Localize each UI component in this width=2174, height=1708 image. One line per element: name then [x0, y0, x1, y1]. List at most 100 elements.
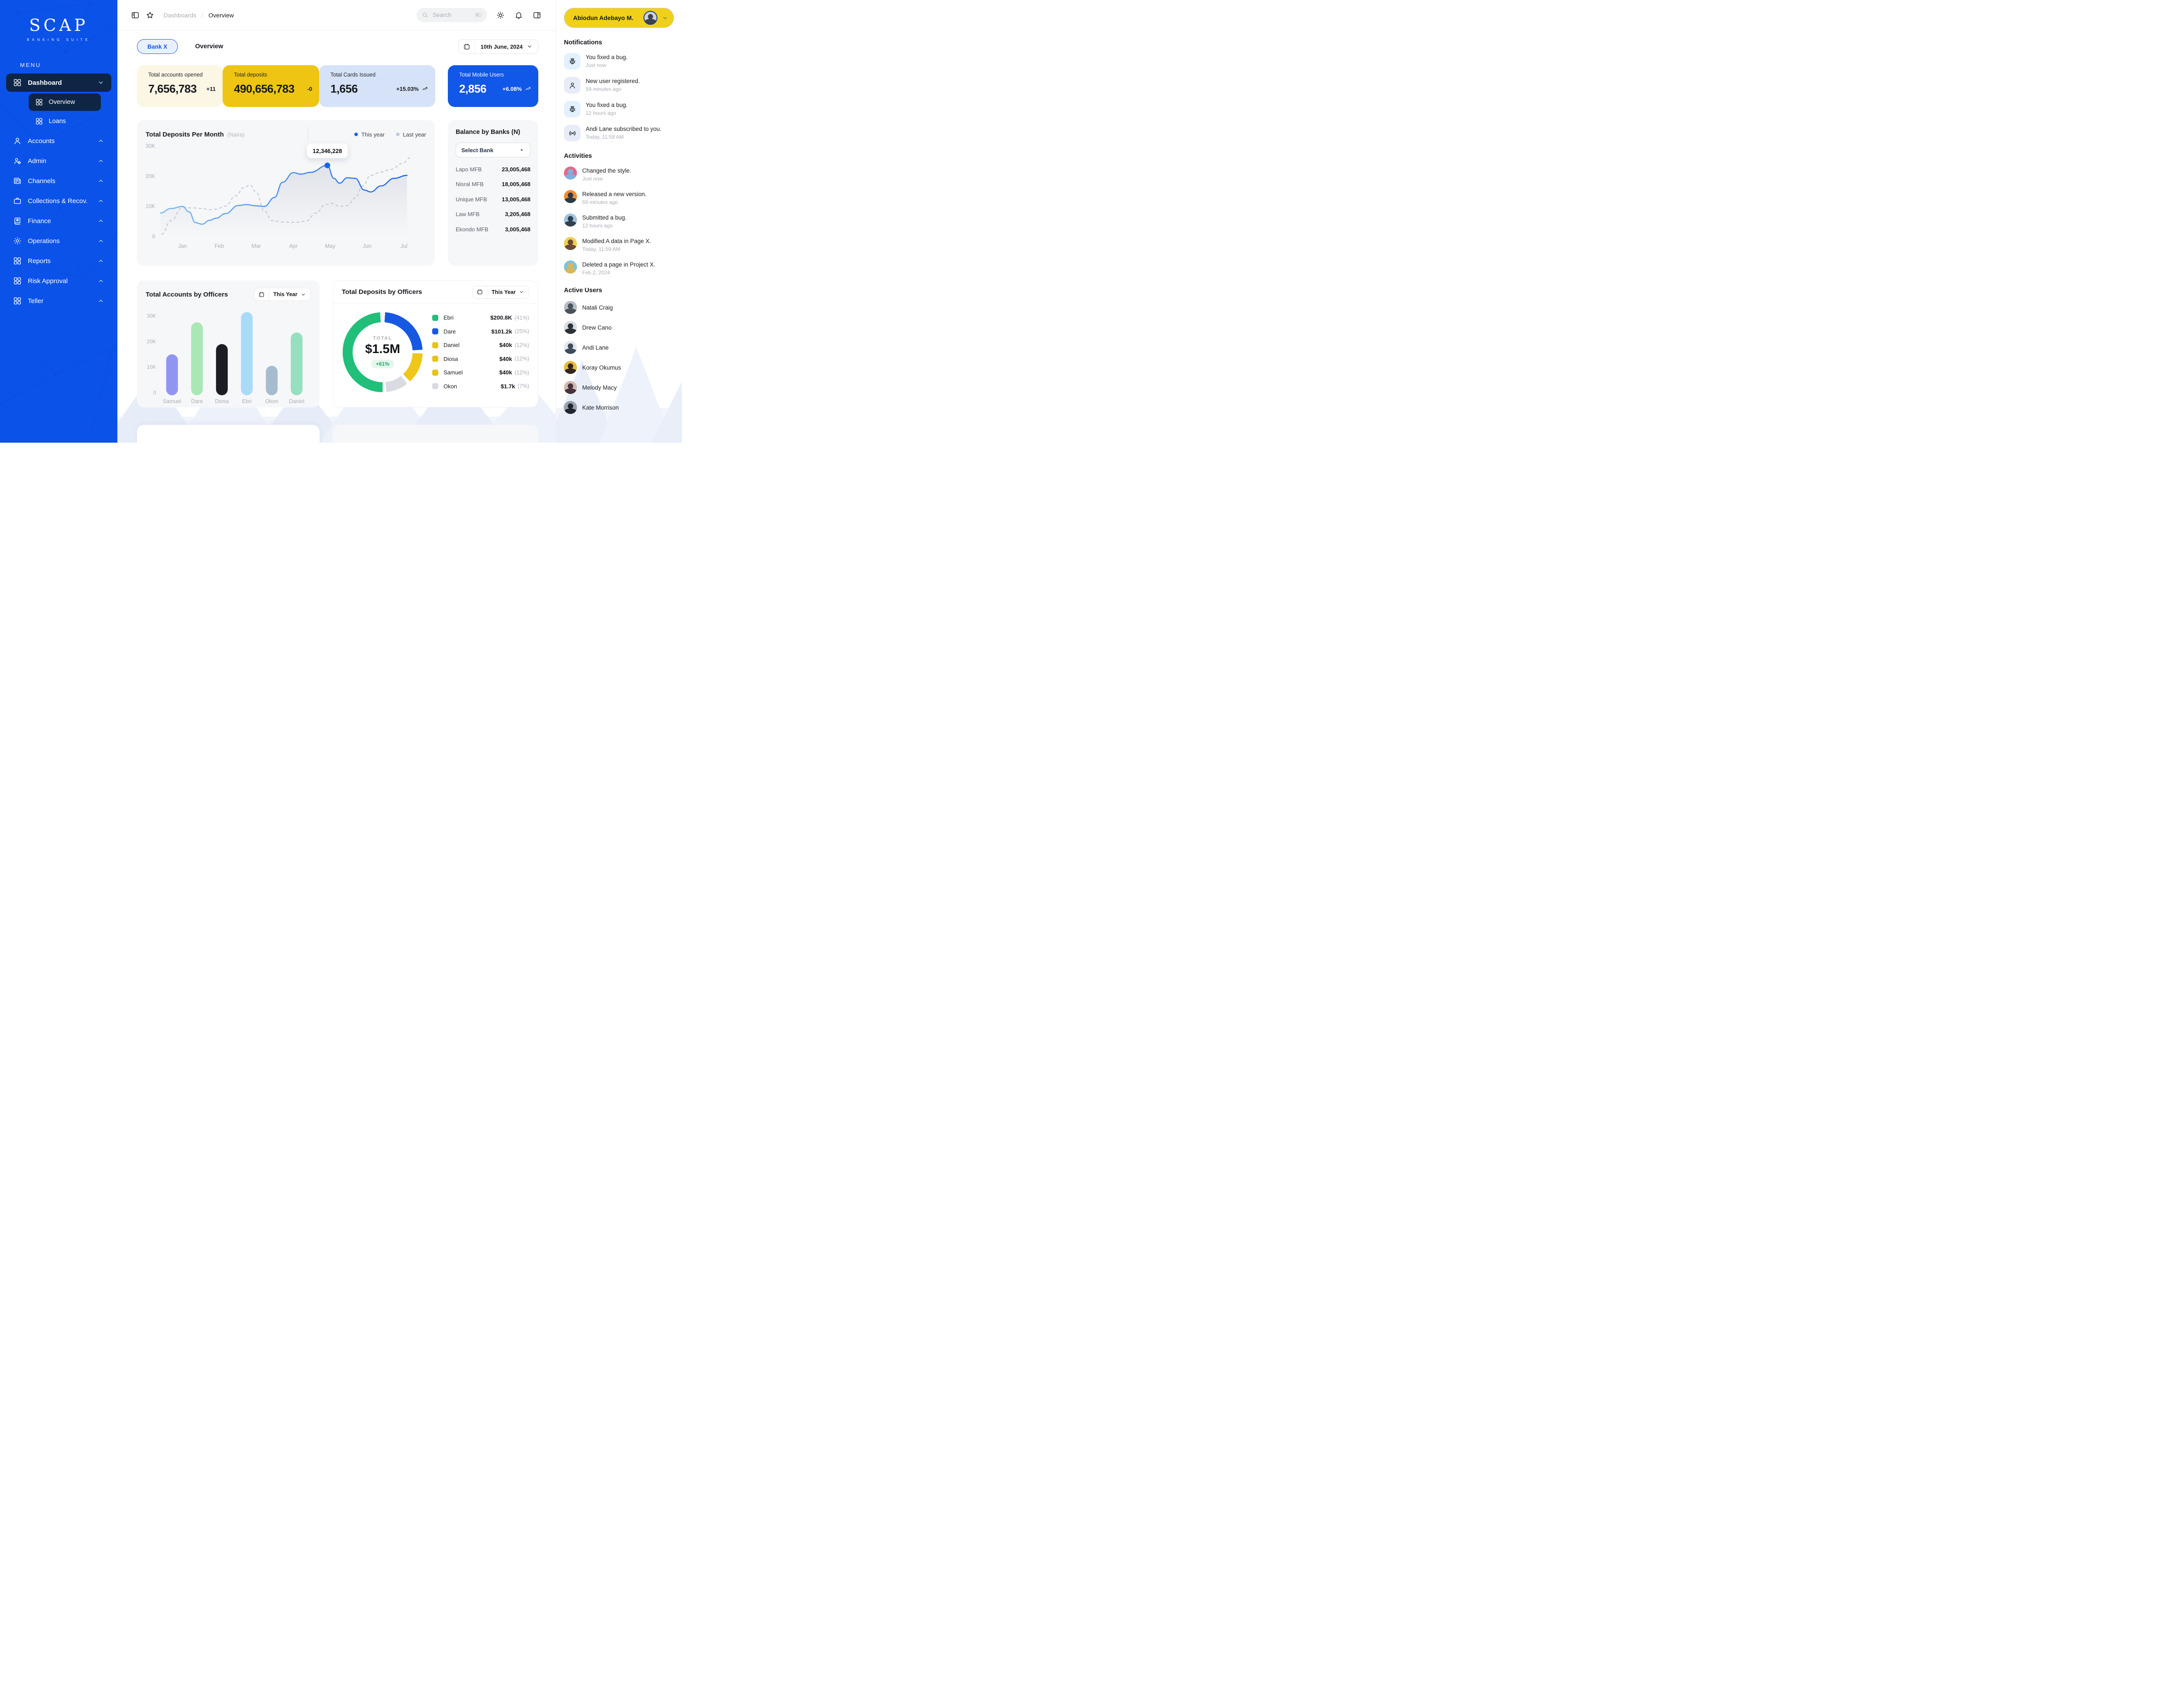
officer-value: $40k — [499, 369, 512, 376]
accounts-bar-chart: 30K 20K 10K 0 Samuel Dare Diosa Ebri Okon Daniel — [146, 301, 311, 408]
chevron-down-icon — [99, 81, 103, 84]
sidebar-item-risk-approval[interactable]: Risk Approval — [6, 272, 111, 290]
notification-item[interactable]: Andi Lane subscribed to you. Today, 11:5… — [564, 125, 674, 141]
officer-percent: (12%) — [514, 369, 529, 376]
notification-text: New user registered. — [586, 78, 640, 84]
date-picker[interactable]: 10th June, 2024 — [458, 39, 538, 54]
chevron-down-icon — [519, 289, 524, 295]
activity-item[interactable]: Submitted a bug. 12 hours ago — [564, 214, 674, 240]
sidebar-toggle-button[interactable] — [128, 8, 143, 23]
balance-title: Balance by Banks (N) — [456, 129, 520, 136]
activity-time: Today, 11:59 AM — [582, 246, 620, 252]
right-panel-toggle-button[interactable] — [530, 8, 544, 23]
stat-card-total-cards-issued: Total Cards Issued 1,656 +15.03% — [319, 65, 435, 107]
svg-text:0: 0 — [152, 234, 155, 240]
grid-icon — [13, 79, 21, 87]
notification-item[interactable]: You fixed a bug. 12 hours ago — [564, 101, 674, 117]
officer-percent: (12%) — [514, 356, 529, 362]
officer-name: Ebri — [443, 314, 454, 321]
accounts-period-value: This Year — [273, 291, 297, 297]
active-user-natali-craig[interactable]: Natali Craig — [564, 301, 674, 314]
sidebar-item-label: Risk Approval — [28, 277, 68, 285]
bank-tab[interactable]: Bank X — [137, 39, 178, 54]
sidebar-item-admin[interactable]: Admin — [6, 152, 111, 170]
svg-text:Jul: Jul — [400, 243, 407, 249]
active-user-koray-okumus[interactable]: Koray Okumus — [564, 361, 674, 374]
legend-dot-this-year — [354, 133, 358, 136]
grid-icon — [13, 277, 21, 285]
avatar — [564, 301, 577, 314]
svg-text:Samuel: Samuel — [163, 398, 181, 404]
sidebar-item-dashboard[interactable]: Dashboard — [6, 73, 111, 92]
activity-item[interactable]: Modified A data in Page X. Today, 11:59 … — [564, 237, 674, 263]
donut-legend: Ebri $200.8K (41%) Dare $101.2k (25%) Da… — [432, 311, 529, 393]
svg-text:Mar: Mar — [252, 243, 261, 249]
active-user-name: Kate Morrison — [582, 404, 619, 411]
avatar — [564, 190, 577, 203]
sidebar-item-loans[interactable]: Loans — [29, 113, 101, 130]
activity-text: Changed the style. — [582, 167, 631, 174]
activity-item[interactable]: Deleted a page in Project X. Feb 2, 2024 — [564, 260, 674, 276]
stat-card-total-deposits: Total deposits 490,656,783 -0 — [223, 65, 319, 107]
search-input[interactable] — [432, 11, 469, 19]
sidebar-item-reports[interactable]: Reports — [6, 252, 111, 270]
sidebar-item-overview[interactable]: Overview — [29, 93, 101, 111]
avatar — [564, 401, 577, 414]
chevron-down-icon — [528, 45, 531, 48]
active-user-andi-lane[interactable]: Andi Lane — [564, 341, 674, 354]
theme-toggle-button[interactable] — [493, 8, 508, 23]
avatar — [564, 321, 577, 334]
chart-legend: This year Last year — [354, 131, 426, 138]
active-user-kate-morrison[interactable]: Kate Morrison — [564, 401, 674, 414]
donut-total-label: TOTAL — [373, 336, 393, 341]
sidebar-item-channels[interactable]: Channels — [6, 172, 111, 190]
deposits-period-dropdown[interactable]: This Year — [472, 285, 529, 299]
active-user-melody-macy[interactable]: Melody Macy — [564, 381, 674, 394]
user-menu-button[interactable]: Abiodun Adebayo M. — [564, 8, 674, 28]
dashboard-content: Bank X Overview 10th June, 2024 Total ac… — [117, 30, 556, 443]
activity-item[interactable]: Changed the style. Just now — [564, 167, 674, 193]
accounts-period-dropdown[interactable]: This Year — [253, 288, 311, 301]
bar-diosa — [216, 344, 228, 395]
chart-unit: (Naira) — [227, 131, 245, 138]
svg-text:Daniel: Daniel — [289, 398, 304, 404]
favorite-button[interactable] — [143, 8, 157, 23]
officer-value: $101.2k — [491, 328, 512, 335]
donut-legend-row-okon: Okon $1.7k (7%) — [432, 380, 529, 394]
select-bank-dropdown[interactable]: Select Bank — [456, 143, 530, 157]
sidebar-item-accounts[interactable]: Accounts — [6, 132, 111, 150]
sidebar: SCAP BANKING SUITE MENU Dashboard Overvi… — [0, 0, 117, 443]
notifications-heading: Notifications — [564, 39, 602, 46]
search-box[interactable]: ⌘/ — [417, 8, 487, 22]
calendar-icon — [477, 289, 482, 294]
legend-this-year: This year — [361, 131, 385, 138]
breadcrumb-separator: / — [201, 11, 203, 19]
breadcrumb-dashboards[interactable]: Dashboards — [163, 11, 197, 19]
sidebar-item-operations[interactable]: Operations — [6, 232, 111, 250]
avatar — [564, 361, 577, 374]
svg-text:20K: 20K — [147, 338, 156, 344]
notifications-button[interactable] — [511, 8, 526, 23]
sidebar-item-collections-recov[interactable]: Collections & Recov. — [6, 192, 111, 210]
breadcrumb-current-page: Overview — [208, 11, 234, 19]
notification-item[interactable]: New user registered. 59 minutes ago — [564, 77, 674, 93]
activity-item[interactable]: Released a new version. 59 minutes ago — [564, 190, 674, 216]
panel-right-icon — [533, 12, 540, 18]
active-user-name: Koray Okumus — [582, 364, 621, 371]
notification-item[interactable]: You fixed a bug. Just now — [564, 53, 674, 70]
bank-balance-row: Unique MFB 13,005,468 — [456, 196, 530, 203]
sidebar-item-label: Overview — [49, 99, 75, 106]
active-user-drew-cano[interactable]: Drew Cano — [564, 321, 674, 334]
legend-last-year: Last year — [403, 131, 426, 138]
panel-left-icon — [132, 12, 139, 18]
star-icon — [147, 11, 153, 18]
calendar-icon — [464, 43, 470, 49]
sidebar-item-label: Collections & Recov. — [28, 197, 88, 205]
bar-samuel — [166, 354, 178, 395]
grid-icon — [36, 99, 43, 106]
sidebar-item-teller[interactable]: Teller — [6, 292, 111, 310]
calendar-icon — [259, 292, 264, 297]
top-header: Dashboards / Overview ⌘/ — [117, 0, 556, 30]
bank-balance-value: 13,005,468 — [501, 196, 530, 203]
sidebar-item-finance[interactable]: Finance — [6, 212, 111, 230]
